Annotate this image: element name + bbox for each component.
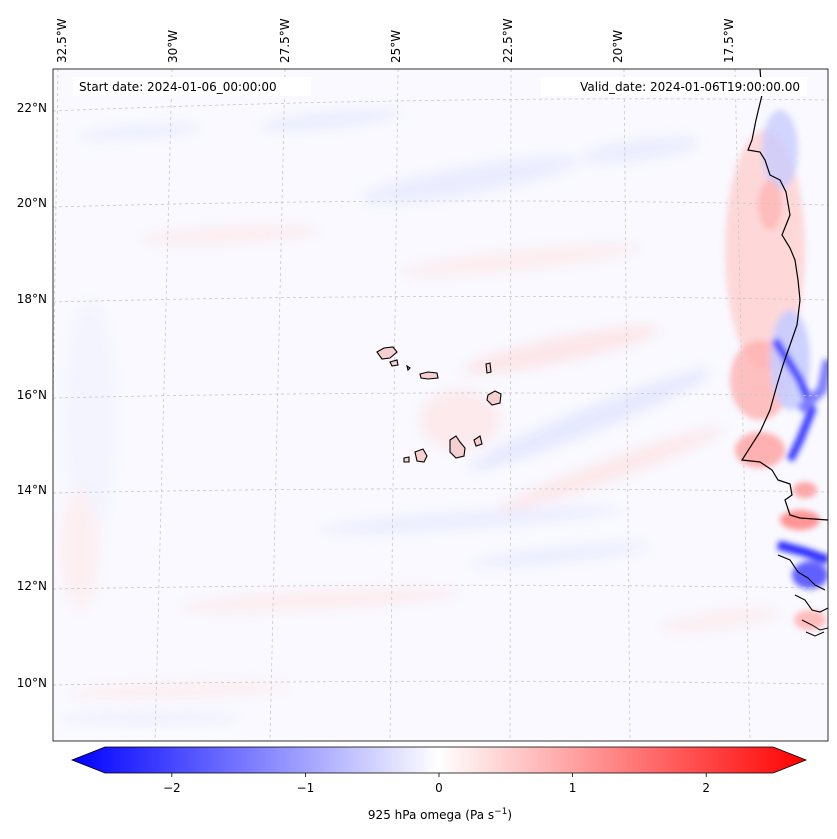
colorbar-tick-label: −1 xyxy=(297,781,315,795)
colorbar-tick-label: 1 xyxy=(569,781,577,795)
lat-label-14n: 14°N xyxy=(17,483,47,497)
start-date-box xyxy=(73,77,311,96)
colorbar-bar xyxy=(70,746,808,774)
map-panel: Start date: 2024-01-06_00:00:00 Valid_da… xyxy=(52,68,829,742)
valid-date-label: Valid_date: 2024-01-06T19:00:00.00 xyxy=(580,80,800,94)
lon-label-27-5w: 27.5°W xyxy=(278,18,292,63)
lon-label-32-5w: 32.5°W xyxy=(55,18,69,63)
african-coastline xyxy=(740,69,828,521)
lat-label-12n: 12°N xyxy=(17,579,47,593)
map-frame xyxy=(52,68,829,742)
lat-label-16n: 16°N xyxy=(17,388,47,402)
lon-label-17-5w: 17.5°W xyxy=(722,18,736,63)
lat-label-18n: 18°N xyxy=(17,292,47,306)
lon-label-25w: 25°W xyxy=(389,30,403,63)
lat-label-22n: 22°N xyxy=(17,101,47,115)
start-date-label: Start date: 2024-01-06_00:00:00 xyxy=(79,80,277,94)
lat-label-20n: 20°N xyxy=(17,196,47,210)
colorbar-tick-label: −2 xyxy=(163,781,181,795)
valid-date-box xyxy=(541,77,807,96)
colorbar-tick-label: 0 xyxy=(435,781,443,795)
omega-field xyxy=(53,69,828,741)
colorbar-label: 925 hPa omega (Pa s−1) xyxy=(368,807,512,822)
longitude-labels: 32.5°W 30°W 27.5°W 25°W 22.5°W 20°W 17.5… xyxy=(55,18,736,63)
lon-label-22-5w: 22.5°W xyxy=(501,18,515,63)
cape-verde-islands xyxy=(376,346,502,463)
colorbar-tick-label: 2 xyxy=(702,781,710,795)
colorbar: −2 −1 0 1 2 925 hPa omega (Pa s−1) xyxy=(70,746,808,822)
graticule xyxy=(53,69,828,741)
lat-label-10n: 10°N xyxy=(17,676,47,690)
lon-label-20w: 20°W xyxy=(611,30,625,63)
colorbar-ticks: −2 −1 0 1 2 xyxy=(163,773,710,795)
lon-label-30w: 30°W xyxy=(166,30,180,63)
latitude-labels: 22°N 20°N 18°N 16°N 14°N 12°N 10°N xyxy=(17,101,47,690)
